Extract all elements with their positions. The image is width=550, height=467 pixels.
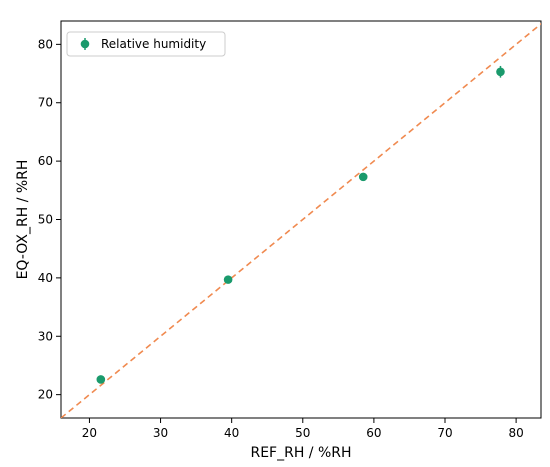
x-tick-label: 50	[295, 426, 310, 440]
y-tick-label: 30	[38, 329, 53, 343]
point-marker	[358, 172, 368, 182]
x-tick-label: 60	[366, 426, 381, 440]
data-point	[496, 65, 505, 78]
point-marker	[496, 67, 505, 77]
x-axis-label: REF_RH / %RH	[250, 445, 351, 461]
data-point	[358, 172, 368, 182]
reference-line	[61, 22, 541, 418]
y-axis-label: EQ-OX_RH / %RH	[15, 160, 31, 280]
x-tick-label: 80	[508, 426, 523, 440]
x-tick-label: 20	[82, 426, 97, 440]
point-marker	[96, 375, 106, 384]
data-point	[223, 275, 233, 284]
x-axis-ticks: 20 30 40 50 60 70 80	[82, 418, 524, 440]
data-points-layer	[96, 65, 505, 384]
point-marker	[223, 275, 233, 284]
legend-point	[80, 39, 90, 49]
y-tick-label: 60	[38, 154, 53, 168]
legend: Relative humidity	[66, 31, 226, 57]
data-point	[96, 375, 106, 384]
y-tick-label: 70	[38, 96, 53, 110]
y-axis-ticks: 20 30 40 50 60 70 80	[38, 37, 61, 402]
y-tick-label: 20	[38, 388, 53, 402]
legend-marker	[80, 38, 90, 50]
x-tick-label: 70	[437, 426, 452, 440]
y-tick-label: 40	[38, 271, 53, 285]
x-tick-label: 30	[153, 426, 168, 440]
y-tick-label: 50	[38, 213, 53, 227]
legend-label: Relative humidity	[101, 37, 206, 51]
x-tick-label: 40	[224, 426, 239, 440]
y-tick-label: 80	[38, 37, 53, 51]
legend-box	[66, 31, 226, 57]
reference-line-layer	[61, 22, 541, 418]
